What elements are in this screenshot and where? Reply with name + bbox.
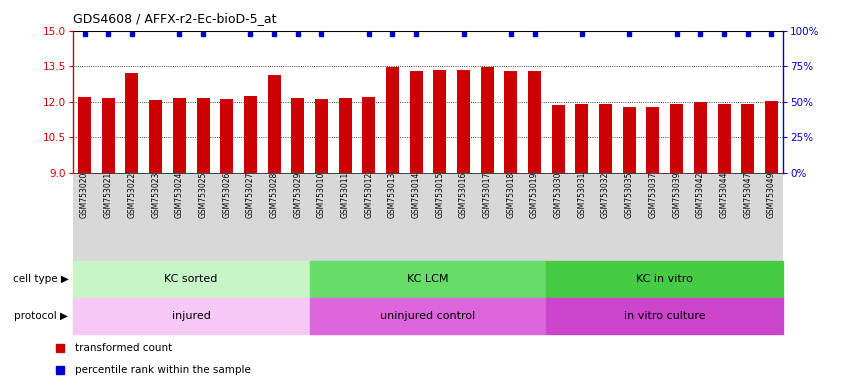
Bar: [433, 70, 446, 173]
Text: injured: injured: [172, 311, 211, 321]
Bar: [552, 105, 565, 173]
Text: KC in vitro: KC in vitro: [636, 274, 693, 285]
Bar: [73, 261, 310, 298]
Bar: [546, 298, 783, 334]
Bar: [102, 98, 115, 173]
Bar: [694, 102, 707, 173]
Bar: [73, 298, 310, 334]
Bar: [457, 70, 470, 173]
Bar: [504, 71, 517, 173]
Bar: [173, 98, 186, 173]
Text: KC LCM: KC LCM: [407, 274, 449, 285]
Bar: [481, 68, 494, 173]
Bar: [126, 73, 139, 173]
Bar: [291, 98, 304, 173]
Bar: [362, 97, 375, 173]
Bar: [623, 107, 636, 173]
Text: GDS4608 / AFFX-r2-Ec-bioD-5_at: GDS4608 / AFFX-r2-Ec-bioD-5_at: [73, 12, 276, 25]
Bar: [546, 261, 783, 298]
Bar: [410, 71, 423, 173]
Bar: [386, 68, 399, 173]
Bar: [339, 98, 352, 173]
Bar: [310, 298, 546, 334]
Text: cell type ▶: cell type ▶: [13, 274, 68, 285]
Bar: [741, 104, 754, 173]
Bar: [646, 107, 659, 173]
Bar: [197, 98, 210, 173]
Bar: [310, 261, 546, 298]
Bar: [717, 104, 730, 173]
Text: transformed count: transformed count: [75, 343, 173, 353]
Bar: [670, 104, 683, 173]
Bar: [244, 96, 257, 173]
Text: protocol ▶: protocol ▶: [15, 311, 68, 321]
Bar: [575, 104, 588, 173]
Bar: [315, 99, 328, 173]
Bar: [268, 74, 281, 173]
Bar: [220, 99, 233, 173]
Bar: [528, 71, 541, 173]
Text: in vitro culture: in vitro culture: [624, 311, 705, 321]
Bar: [78, 97, 91, 173]
Bar: [765, 101, 778, 173]
Text: percentile rank within the sample: percentile rank within the sample: [75, 365, 251, 375]
Bar: [599, 104, 612, 173]
Bar: [149, 100, 162, 173]
Text: uninjured control: uninjured control: [380, 311, 476, 321]
Text: KC sorted: KC sorted: [164, 274, 218, 285]
